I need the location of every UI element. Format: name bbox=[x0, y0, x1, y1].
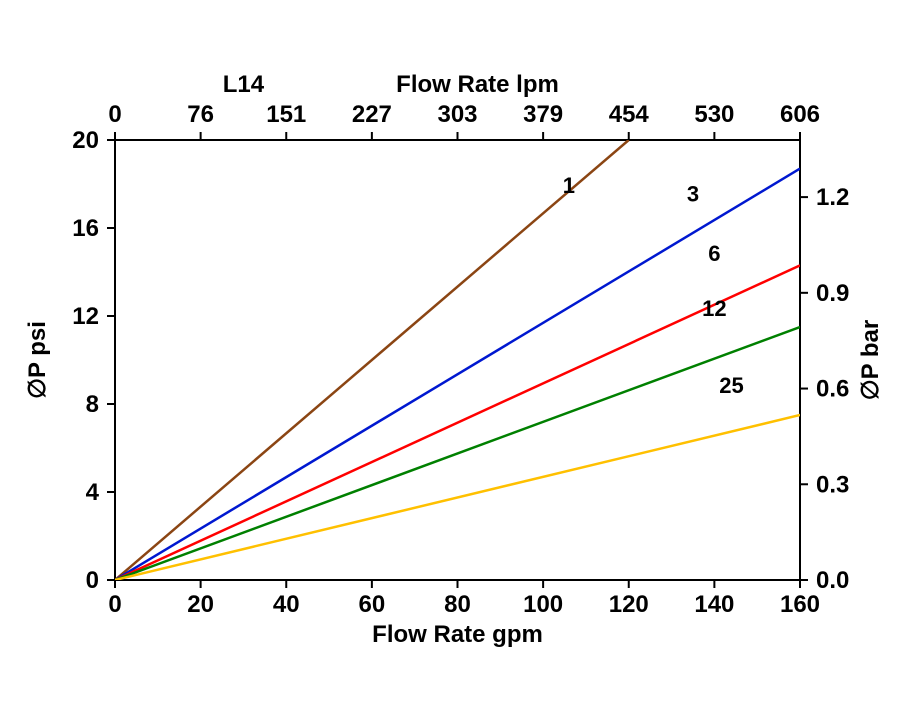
model-label: L14 bbox=[223, 71, 265, 98]
y-tick-label: 0 bbox=[86, 567, 99, 594]
x2-axis-title: Flow Rate lpm bbox=[396, 71, 559, 98]
x2-tick-label: 151 bbox=[266, 101, 306, 128]
y-tick-label: 20 bbox=[72, 127, 99, 154]
x2-tick-label: 76 bbox=[187, 101, 214, 128]
y-tick-label: 16 bbox=[72, 215, 99, 242]
y2-tick-label: 0.6 bbox=[816, 376, 849, 403]
y-axis-title: ∅P psi bbox=[24, 321, 51, 399]
x-tick-label: 40 bbox=[273, 591, 300, 618]
x-tick-label: 120 bbox=[609, 591, 649, 618]
x-tick-label: 80 bbox=[444, 591, 471, 618]
x-axis-title: Flow Rate gpm bbox=[372, 621, 543, 648]
chart-svg: 020406080100120140160Flow Rate gpm076151… bbox=[0, 0, 908, 702]
chart-container: 020406080100120140160Flow Rate gpm076151… bbox=[0, 0, 908, 702]
x-tick-label: 60 bbox=[359, 591, 386, 618]
series-label-12: 12 bbox=[702, 296, 726, 321]
x-tick-label: 160 bbox=[780, 591, 820, 618]
y2-tick-label: 1.2 bbox=[816, 184, 849, 211]
x2-tick-label: 0 bbox=[108, 101, 121, 128]
x2-tick-label: 606 bbox=[780, 101, 820, 128]
x-tick-label: 0 bbox=[108, 591, 121, 618]
x2-tick-label: 454 bbox=[609, 101, 650, 128]
y2-tick-label: 0.0 bbox=[816, 567, 849, 594]
y2-axis-title: ∅P bar bbox=[857, 320, 884, 401]
y2-tick-label: 0.9 bbox=[816, 280, 849, 307]
y-tick-label: 8 bbox=[86, 391, 99, 418]
series-label-25: 25 bbox=[719, 373, 743, 398]
x-tick-label: 20 bbox=[187, 591, 214, 618]
x2-tick-label: 379 bbox=[523, 101, 563, 128]
series-label-1: 1 bbox=[563, 173, 575, 198]
x-tick-label: 100 bbox=[523, 591, 563, 618]
y-tick-label: 4 bbox=[86, 479, 100, 506]
x2-tick-label: 303 bbox=[437, 101, 477, 128]
series-label-6: 6 bbox=[708, 241, 720, 266]
series-label-3: 3 bbox=[687, 182, 699, 207]
y2-tick-label: 0.3 bbox=[816, 471, 849, 498]
x2-tick-label: 227 bbox=[352, 101, 392, 128]
y-tick-label: 12 bbox=[72, 303, 99, 330]
x-tick-label: 140 bbox=[694, 591, 734, 618]
x2-tick-label: 530 bbox=[694, 101, 734, 128]
